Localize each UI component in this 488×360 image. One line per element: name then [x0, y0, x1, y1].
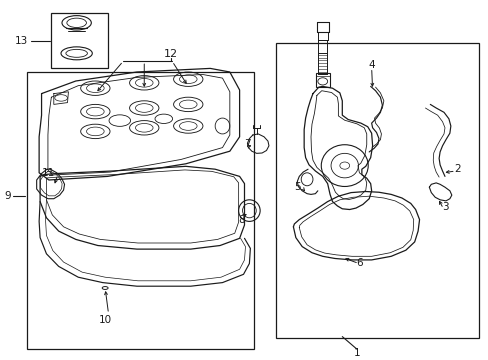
Text: 8: 8 [238, 215, 245, 225]
Text: 10: 10 [99, 315, 111, 325]
Bar [27, 72, 254, 349]
Bar [315, 73, 329, 87]
Text: 7: 7 [243, 139, 250, 149]
Text: 6: 6 [355, 258, 362, 268]
Bar [318, 40, 326, 53]
Text: 11: 11 [42, 168, 56, 178]
Bar [276, 43, 478, 338]
Text: 12: 12 [164, 49, 178, 59]
Text: 9: 9 [4, 191, 11, 201]
Text: 3: 3 [441, 202, 447, 212]
Bar [51, 13, 107, 68]
Text: 5: 5 [293, 182, 300, 192]
Text: 13: 13 [15, 36, 28, 46]
Text: 4: 4 [367, 60, 374, 70]
Text: 2: 2 [453, 164, 460, 174]
Text: 1: 1 [353, 348, 360, 358]
